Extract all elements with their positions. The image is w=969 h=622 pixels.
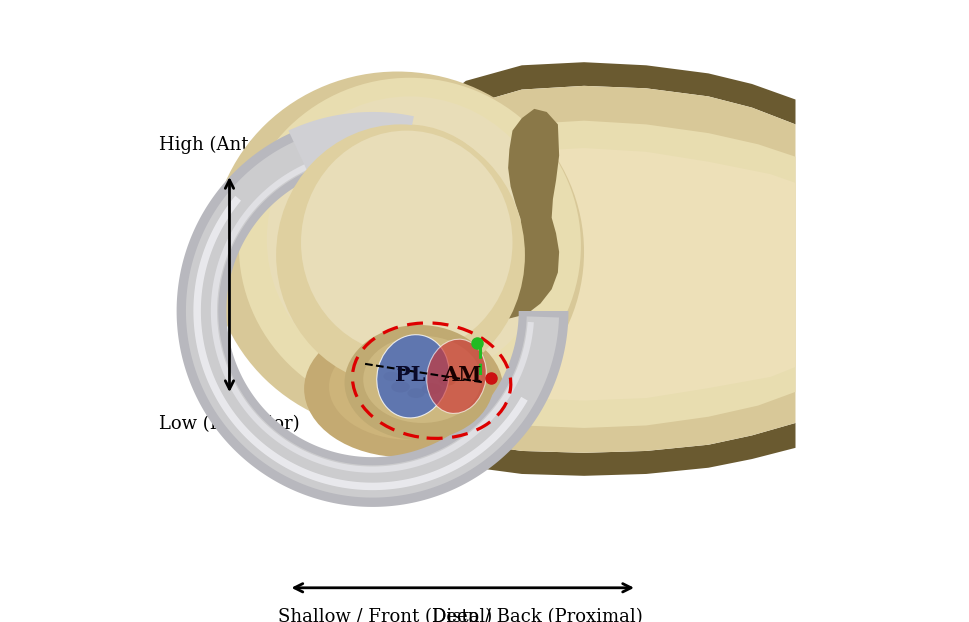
Text: Deep / Back (Proximal): Deep / Back (Proximal)	[432, 608, 642, 622]
Ellipse shape	[410, 391, 435, 405]
Ellipse shape	[345, 325, 494, 440]
Polygon shape	[431, 86, 796, 453]
Text: High (Anterior): High (Anterior)	[159, 136, 300, 154]
Ellipse shape	[363, 336, 482, 423]
Polygon shape	[211, 159, 534, 473]
Ellipse shape	[304, 320, 503, 457]
Ellipse shape	[211, 72, 584, 432]
Ellipse shape	[399, 366, 414, 374]
Ellipse shape	[301, 131, 513, 355]
Polygon shape	[472, 121, 796, 428]
Ellipse shape	[407, 388, 424, 398]
Ellipse shape	[320, 140, 494, 327]
Ellipse shape	[438, 376, 455, 386]
Ellipse shape	[379, 368, 397, 379]
Ellipse shape	[423, 373, 446, 386]
Polygon shape	[289, 112, 414, 210]
Polygon shape	[431, 109, 559, 318]
Polygon shape	[431, 62, 796, 131]
Ellipse shape	[366, 378, 391, 394]
Ellipse shape	[426, 339, 486, 414]
Polygon shape	[194, 196, 528, 490]
Polygon shape	[431, 423, 796, 476]
Text: Low (Posterior): Low (Posterior)	[159, 415, 299, 433]
Ellipse shape	[391, 381, 410, 392]
Ellipse shape	[384, 372, 399, 381]
Polygon shape	[431, 249, 541, 320]
Text: Shallow / Front (Distal): Shallow / Front (Distal)	[278, 608, 492, 622]
Ellipse shape	[329, 334, 490, 440]
Ellipse shape	[422, 383, 442, 394]
Ellipse shape	[276, 124, 525, 386]
Polygon shape	[176, 118, 569, 507]
Ellipse shape	[297, 124, 516, 361]
Text: AM: AM	[442, 365, 482, 385]
Ellipse shape	[453, 267, 516, 311]
Ellipse shape	[387, 389, 408, 401]
Polygon shape	[186, 131, 559, 498]
Ellipse shape	[238, 78, 580, 414]
Polygon shape	[516, 148, 796, 401]
Text: PL: PL	[394, 365, 425, 385]
Ellipse shape	[377, 335, 450, 418]
Ellipse shape	[266, 96, 553, 383]
